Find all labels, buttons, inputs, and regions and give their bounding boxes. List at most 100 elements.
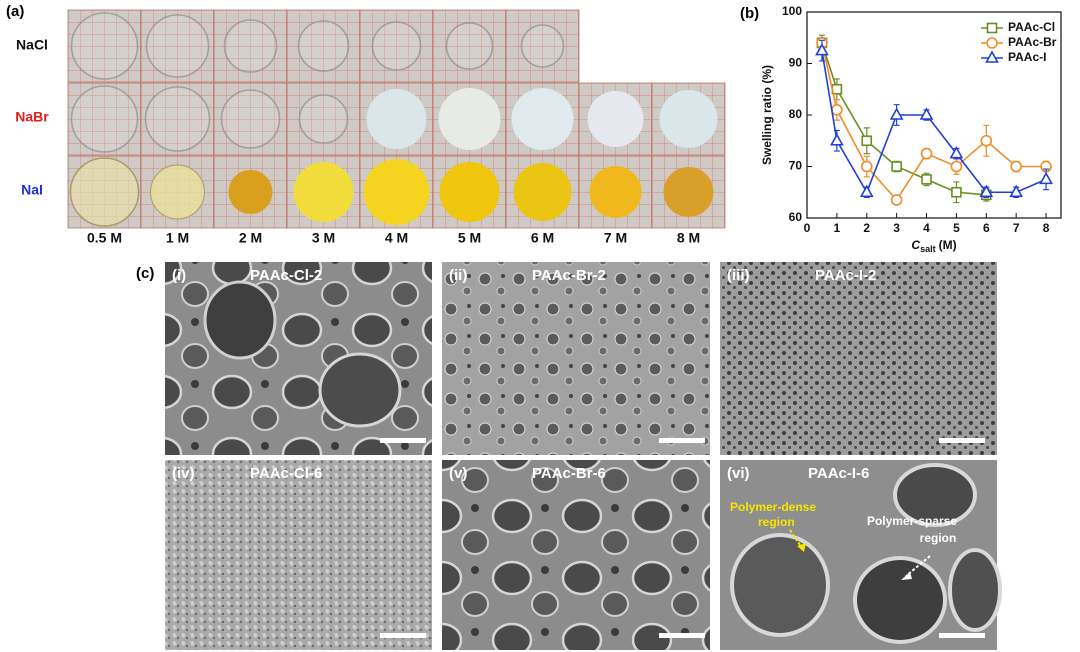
scale-bar [659,633,705,638]
column-labels: 0.5 M 1 M 2 M 3 M 4 M 5 M 6 M 7 M 8 M [87,230,700,246]
image-title: PAAc-Br-2 [532,267,606,284]
x-label-symbol: C [911,238,920,252]
pore [853,556,947,644]
data-point [1009,184,1024,198]
sem-image [442,262,710,455]
sample-disc [69,157,140,227]
sem-image [165,460,432,650]
x-tick-label: 7 [1013,221,1020,235]
image-title: PAAc-Cl-2 [250,267,322,284]
data-point [815,42,829,56]
column-label: 4 M [385,230,408,246]
sample-disc [298,94,349,144]
sample-cell [67,82,142,156]
sample-disc [439,162,500,222]
legend-marker [986,37,998,49]
column-label: 0.5 M [87,230,122,246]
image-index: (v) [449,465,467,482]
data-point [921,174,932,185]
y-tick-label: 90 [789,56,803,70]
sample-grid [67,9,726,229]
chart: 60 70 80 90 100 0 1 2 3 4 5 6 7 8 Swelling ratio (%) Cs… [760,4,1062,254]
column-label: 8 M [677,230,700,246]
panel-label: (c) [136,265,154,282]
cell-bg [213,82,288,156]
sample-disc [520,24,565,68]
scale-bar [659,438,705,443]
image-index: (ii) [449,267,467,284]
sample-disc [293,162,354,222]
sample-disc [70,12,139,80]
sample-cell [432,9,507,83]
sample-disc [223,19,278,73]
y-axis-label: Swelling ratio (%) [760,65,774,165]
cell-bg [140,82,215,156]
data-point [891,161,902,172]
image-index: (i) [172,267,186,284]
annotation: Polymer-sparse [867,514,957,528]
sample-cell [505,155,580,229]
pore [318,352,402,428]
sem-images: (i) PAAc-Cl-2 (ii) PAAc-Br-2 (iii) PAAc-… [165,262,1002,650]
cell-bg [505,9,580,83]
legend-marker [985,50,999,63]
sample-disc [438,88,501,150]
sample-cell [651,82,726,156]
legend-label: PAAc-Br [1008,35,1057,49]
data-point [951,186,962,198]
image-index: (vi) [727,465,750,482]
data-point [859,184,874,198]
annotation: region [758,515,795,529]
data-point [950,160,963,173]
sample-cell [67,155,142,229]
x-tick-label: 0 [804,221,811,235]
legend-label: PAAc-Cl [1008,20,1055,34]
panel-label: (a) [6,3,24,20]
data-point [889,107,904,120]
x-label-unit: (M) [939,238,957,252]
row-label: NaCl [16,37,48,53]
sample-disc [587,91,644,147]
sem-image [720,262,997,455]
sample-disc [663,167,714,217]
y-tick-label: 70 [789,159,803,173]
x-tick-label: 4 [923,221,930,235]
scale-bar [380,438,426,443]
data-point [860,160,873,173]
sample-cell [359,155,434,229]
sample-cell [67,9,142,83]
sample-cell [505,9,580,83]
pore [730,533,830,637]
sample-disc [371,21,422,71]
y-tick-label: 80 [789,107,803,121]
x-tick-label: 3 [893,221,900,235]
cell-bg [67,82,142,156]
data-point [830,133,844,146]
image-index: (iv) [172,465,195,482]
panel-label: (b) [740,5,759,22]
image-title: PAAc-Br-6 [532,465,606,482]
sample-cell [578,155,653,229]
sample-disc [70,85,139,153]
sem-image [442,460,710,650]
annotation: Polymer-dense [730,500,816,514]
sample-cell [432,82,507,156]
sample-disc [366,89,427,149]
sample-cell [651,155,726,229]
scale-bar [939,633,985,638]
sample-disc [220,89,281,149]
column-label: 1 M [166,230,189,246]
image-index: (iii) [727,267,750,284]
sample-disc [589,166,642,218]
scale-bar [939,438,985,443]
sample-cell [140,82,215,156]
pore [203,280,277,360]
data-point [979,184,994,198]
arrow-head [797,543,806,552]
sample-disc [144,86,211,152]
column-label: 2 M [239,230,262,246]
x-axis-label: Csalt (M) [911,238,956,254]
row-label: NaBr [15,109,49,125]
image-title: PAAc-I-2 [815,267,876,284]
